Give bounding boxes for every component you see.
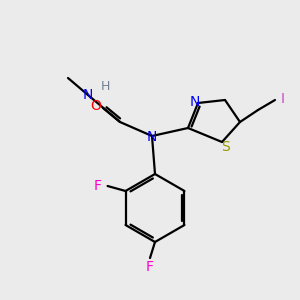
Text: N: N	[83, 88, 93, 102]
Text: O: O	[91, 99, 101, 113]
Text: N: N	[147, 130, 157, 144]
Text: S: S	[222, 140, 230, 154]
Text: N: N	[190, 95, 200, 109]
Text: I: I	[281, 92, 285, 106]
Text: F: F	[94, 179, 102, 193]
Text: H: H	[100, 80, 110, 94]
Text: F: F	[146, 260, 154, 274]
